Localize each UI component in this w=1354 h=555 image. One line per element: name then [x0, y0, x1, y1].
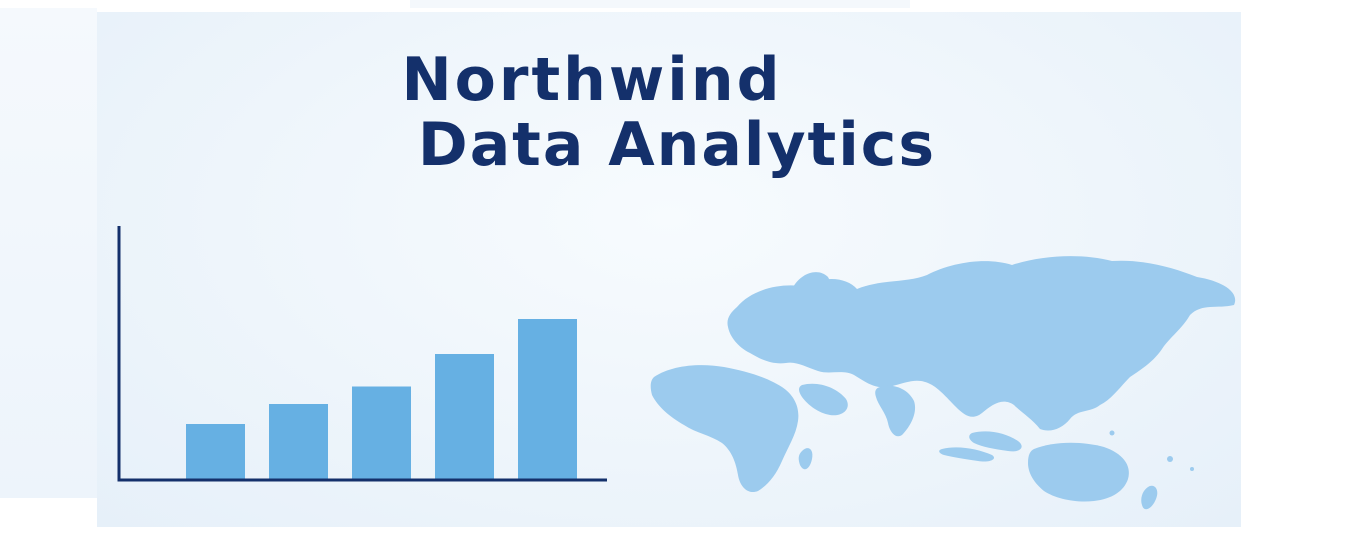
india-shape — [875, 385, 916, 437]
analytics-banner: Northwind Data Analytics — [97, 12, 1241, 527]
japan-shape — [1074, 354, 1096, 384]
bar-4 — [435, 354, 494, 479]
madagascar-shape — [798, 448, 813, 470]
world-map-icon — [650, 256, 1236, 510]
bar-3 — [352, 386, 411, 479]
bar-5 — [518, 319, 577, 479]
title-line-data-analytics: Data Analytics — [417, 110, 937, 180]
australia-shape — [1028, 442, 1129, 502]
island-dot — [1109, 430, 1115, 436]
africa-shape — [650, 365, 799, 493]
eurasia-shape — [727, 256, 1236, 431]
title-line-northwind: Northwind — [401, 45, 783, 115]
sea-islands-shape — [969, 431, 1022, 452]
top-edge-strip — [410, 0, 910, 8]
bar-chart — [117, 226, 607, 482]
left-edge-strip — [0, 8, 97, 498]
scandinavia-shape — [792, 272, 831, 300]
bar-2 — [269, 404, 328, 479]
indonesia-shape — [939, 447, 995, 462]
new-zealand-shape — [1141, 485, 1158, 510]
bar-1 — [186, 424, 245, 479]
banner-title: Northwind Data Analytics — [97, 50, 1241, 175]
island-dot — [1167, 456, 1173, 462]
island-dot — [1190, 467, 1194, 471]
bar-group — [186, 319, 577, 479]
arabia-shape — [799, 383, 848, 416]
